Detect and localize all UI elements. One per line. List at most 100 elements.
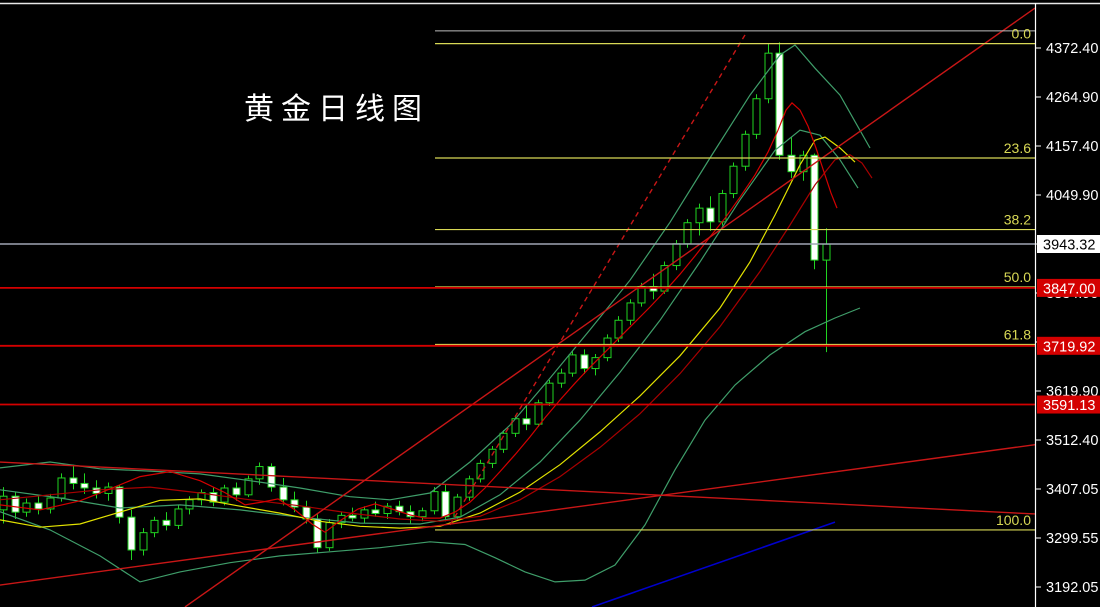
candle-body — [741, 133, 750, 167]
ma-yellow-line — [0, 136, 856, 529]
candle-body — [0, 495, 8, 511]
candle-body — [488, 448, 497, 464]
price-badges: 3943.32 3847.00 3719.92 3591.13 — [1037, 235, 1100, 414]
bollinger-middle — [0, 129, 859, 525]
chart-title: 黄金日线图 — [244, 93, 429, 126]
candle-body — [139, 532, 148, 551]
candle-body — [290, 499, 299, 508]
candle-body — [706, 207, 715, 223]
candle-body — [775, 52, 784, 156]
horizontal-lines — [0, 287, 1035, 406]
candle-body — [810, 154, 819, 261]
candle-body — [174, 508, 183, 526]
candle-body — [197, 492, 206, 501]
badge-value: 3591.13 — [1043, 398, 1095, 414]
fib-label-38.2: 38.2 — [1004, 212, 1031, 228]
candle-body — [764, 52, 773, 100]
current-price-badge — [1037, 235, 1100, 253]
candle-body — [162, 519, 171, 526]
bollinger-lower — [0, 307, 861, 583]
axis-price-label: 3512.40 — [1046, 433, 1098, 449]
candle-body — [46, 497, 55, 510]
candle-body — [476, 462, 485, 480]
bollinger-lower-line — [0, 307, 861, 583]
candle-body — [729, 165, 738, 195]
candle-body — [441, 491, 450, 518]
alert-price-badge — [1037, 278, 1100, 297]
candle-body — [127, 516, 136, 551]
candle-body — [580, 354, 589, 370]
candle-body — [185, 499, 194, 510]
candle-body — [337, 514, 346, 524]
ma-red-slow — [0, 154, 873, 522]
candle-body — [150, 519, 159, 534]
candle-body — [371, 509, 380, 515]
candle-body — [787, 154, 796, 173]
candle-body — [348, 514, 357, 519]
candle-body — [695, 207, 704, 224]
candle-body — [752, 98, 761, 135]
candle-body — [822, 243, 831, 261]
fib-label-50.0: 50.0 — [1004, 269, 1031, 285]
axis-price-label: 3192.05 — [1046, 580, 1098, 596]
candle-body — [232, 487, 241, 496]
candle-body — [418, 510, 427, 518]
fib-label-0.0: 0.0 — [1012, 26, 1032, 42]
trendline-accel-channel-dashed[interactable] — [449, 34, 746, 526]
candle-body — [499, 432, 508, 450]
candle-body — [603, 337, 612, 359]
trendline-support-rising[interactable] — [0, 443, 1036, 586]
candle-body — [568, 354, 577, 374]
candle-body — [255, 466, 264, 480]
candle-body — [279, 486, 288, 501]
axis-price-label: 3407.05 — [1046, 482, 1098, 498]
fib-label-100.0: 100.0 — [996, 512, 1031, 528]
candle-body — [591, 357, 600, 370]
candle-body — [557, 372, 566, 384]
axis-price-label: 3299.55 — [1046, 531, 1098, 547]
axis-price-label: 4049.90 — [1046, 188, 1098, 204]
candle-body — [209, 492, 218, 503]
candle-body — [34, 502, 43, 510]
ma-red-slow-line — [0, 154, 873, 522]
bollinger-upper-line — [0, 44, 871, 501]
candle-body — [430, 491, 439, 512]
candle-body — [115, 486, 124, 518]
badge-value: 3943.32 — [1043, 238, 1095, 254]
bollinger-middle-line — [0, 129, 859, 525]
ma-red-fast — [0, 102, 838, 533]
ma-yellow — [0, 136, 856, 529]
badge-value: 3847.00 — [1043, 281, 1095, 297]
candle-body — [637, 286, 646, 304]
trend-lines — [0, 7, 1036, 607]
badge-value: 3719.92 — [1043, 339, 1095, 355]
candle-body — [626, 302, 635, 321]
candle-body — [545, 382, 554, 404]
candle-body — [244, 478, 253, 496]
axis-price-label: 4264.90 — [1046, 90, 1098, 106]
candle-body — [57, 477, 66, 499]
trendline-channel-upper-descending[interactable] — [0, 461, 1036, 515]
axis-price-label: 4157.40 — [1046, 139, 1098, 155]
ma-red-fast-line — [0, 102, 838, 533]
alert-price-badge — [1037, 395, 1100, 414]
candle-body — [220, 487, 229, 503]
candle-body — [267, 466, 276, 488]
candle-body — [522, 418, 531, 425]
candle-body — [465, 478, 474, 498]
trendline-major-uptrend[interactable] — [184, 7, 1036, 607]
candle-body — [683, 222, 692, 245]
price-axis: 4372.404264.904157.404049.903942.403834.… — [1036, 41, 1098, 596]
bollinger-upper — [0, 44, 871, 501]
candle-body — [69, 477, 78, 484]
axis-price-label: 4372.40 — [1046, 41, 1098, 57]
blue-trendline — [591, 521, 836, 607]
candlestick-series — [0, 42, 831, 561]
fibonacci-retracement: 0.0 23.6 38.2 50.0 61.8 100.0 — [435, 26, 1035, 531]
fib-label-61.8: 61.8 — [1004, 326, 1031, 342]
candle-body — [313, 518, 322, 549]
blue-trendline — [591, 521, 836, 607]
